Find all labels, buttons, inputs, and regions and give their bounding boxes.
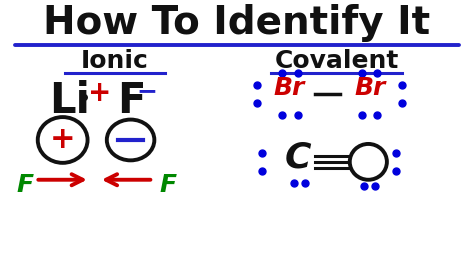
Text: Br: Br xyxy=(273,76,305,100)
Text: +: + xyxy=(50,126,75,155)
Text: F: F xyxy=(159,173,176,197)
Text: Br: Br xyxy=(355,76,386,100)
Text: How To Identify It: How To Identify It xyxy=(44,4,430,42)
Text: Ionic: Ionic xyxy=(81,49,149,73)
Text: C: C xyxy=(285,141,311,175)
Text: Covalent: Covalent xyxy=(274,49,399,73)
Text: −: − xyxy=(137,79,157,103)
Text: F: F xyxy=(16,173,33,197)
Text: F: F xyxy=(117,80,146,122)
Text: Li: Li xyxy=(49,80,90,122)
Text: +: + xyxy=(89,79,112,107)
